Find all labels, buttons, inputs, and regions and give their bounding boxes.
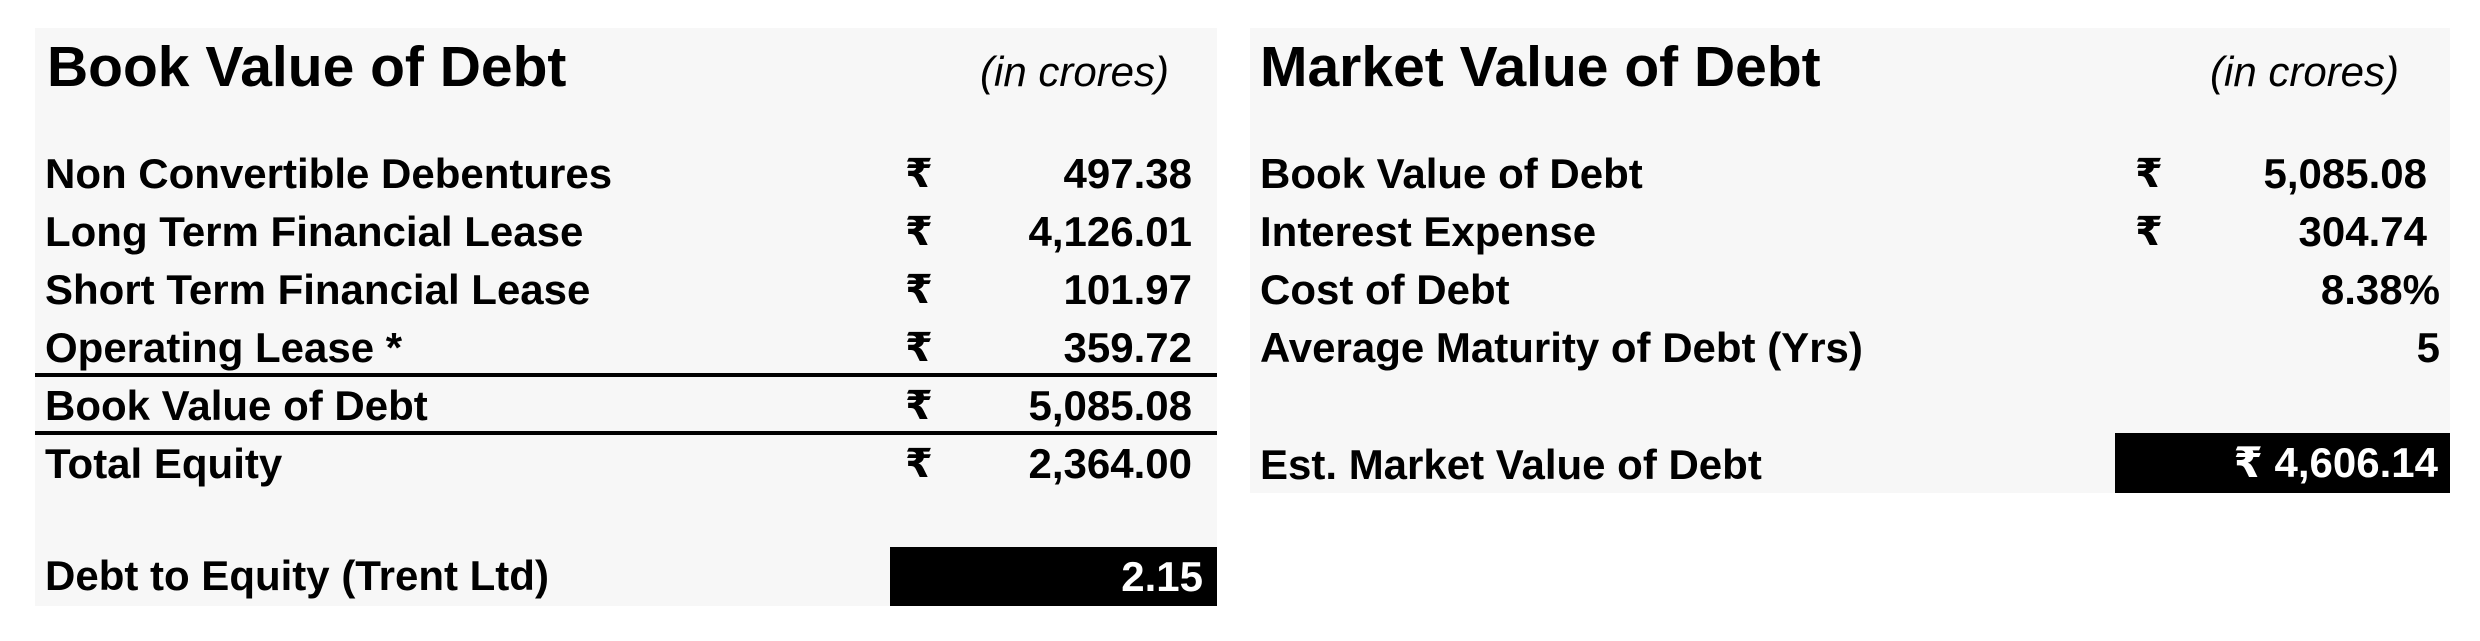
ratio-label: Debt to Equity (Trent Ltd): [45, 552, 549, 599]
table-row: Non Convertible Debentures ₹ 497.38: [35, 145, 1217, 203]
table-row: Book Value of Debt ₹ 5,085.08: [1250, 145, 2450, 203]
table-row: Operating Lease * ₹ 359.72: [35, 319, 1217, 377]
ratio-row: Debt to Equity (Trent Ltd): [35, 547, 1217, 605]
row-value: 8.38%: [2320, 266, 2440, 313]
row-label: Long Term Financial Lease: [45, 208, 584, 255]
rupee-icon: ₹: [2135, 209, 2163, 255]
result-label: Est. Market Value of Debt: [1260, 441, 1762, 488]
row-label: Average Maturity of Debt (Yrs): [1260, 324, 1863, 371]
total-divider-top: [35, 373, 1217, 377]
row-value: 304.74: [2298, 208, 2427, 255]
rupee-icon: ₹: [2135, 151, 2163, 197]
row-value: 5,085.08: [2263, 150, 2428, 197]
equity-label: Total Equity: [45, 440, 283, 487]
market-value-units: (in crores): [2210, 48, 2400, 95]
table-row: Average Maturity of Debt (Yrs) 5: [1250, 319, 2450, 377]
rupee-icon: ₹: [905, 441, 933, 487]
row-label: Short Term Financial Lease: [45, 266, 591, 313]
equity-value: 2,364.00: [1028, 440, 1193, 487]
total-row: Book Value of Debt ₹ 5,085.08: [35, 377, 1217, 435]
book-value-panel: Book Value of Debt (in crores) Non Conve…: [35, 28, 1217, 606]
table-row: Interest Expense ₹ 304.74: [1250, 203, 2450, 261]
row-label: Interest Expense: [1260, 208, 1597, 255]
table-row: Cost of Debt 8.38%: [1250, 261, 2450, 319]
debt-to-equity-value: 2.15: [890, 547, 1217, 606]
row-label: Non Convertible Debentures: [45, 150, 613, 197]
total-value: 5,085.08: [1028, 382, 1193, 429]
table-row: Long Term Financial Lease ₹ 4,126.01: [35, 203, 1217, 261]
equity-row: Total Equity ₹ 2,364.00: [35, 435, 1217, 493]
market-value-panel: Market Value of Debt (in crores) Book Va…: [1250, 28, 2450, 493]
row-label: Book Value of Debt: [1260, 150, 1643, 197]
row-value: 4,126.01: [1028, 208, 1193, 255]
book-value-units: (in crores): [980, 48, 1170, 95]
market-value-result: ₹ 4,606.14: [2115, 433, 2450, 493]
market-value-title: Market Value of Debt: [1260, 35, 1821, 99]
row-value: 497.38: [1063, 150, 1192, 197]
rupee-icon: ₹: [905, 267, 933, 313]
row-value: 359.72: [1063, 324, 1192, 371]
rupee-icon: ₹: [905, 383, 933, 429]
row-value: 101.97: [1063, 266, 1192, 313]
rupee-icon: ₹: [905, 151, 933, 197]
result-row: Est. Market Value of Debt: [1250, 436, 2450, 494]
book-value-title: Book Value of Debt: [47, 35, 567, 99]
total-divider-bottom: [35, 431, 1217, 435]
rupee-icon: ₹: [905, 209, 933, 255]
row-label: Cost of Debt: [1260, 266, 1510, 313]
row-label: Operating Lease *: [45, 324, 403, 371]
row-value: 5: [2416, 324, 2440, 371]
table-row: Short Term Financial Lease ₹ 101.97: [35, 261, 1217, 319]
total-label: Book Value of Debt: [45, 382, 428, 429]
rupee-icon: ₹: [905, 325, 933, 371]
